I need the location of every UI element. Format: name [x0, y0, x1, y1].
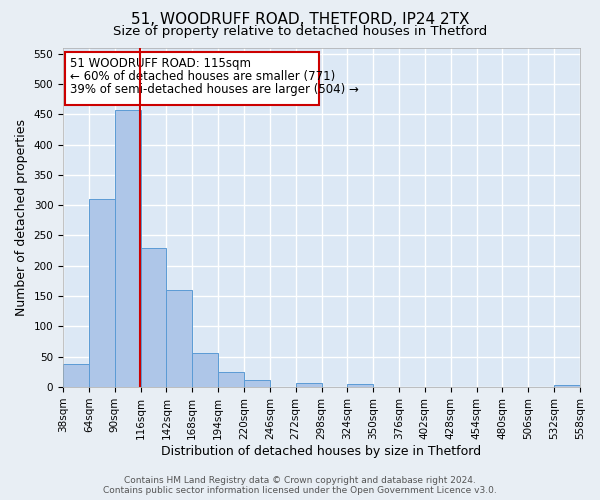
Bar [244, 380, 270, 387]
Text: Contains HM Land Registry data © Crown copyright and database right 2024.
Contai: Contains HM Land Registry data © Crown c… [103, 476, 497, 495]
Bar [192, 352, 218, 387]
Bar [140, 248, 166, 387]
Text: ← 60% of detached houses are smaller (771): ← 60% of detached houses are smaller (77… [70, 70, 335, 83]
Bar [89, 199, 115, 387]
Text: 51 WOODRUFF ROAD: 115sqm: 51 WOODRUFF ROAD: 115sqm [70, 56, 251, 70]
Bar [65, 52, 319, 105]
Y-axis label: Number of detached properties: Number of detached properties [15, 119, 28, 316]
Text: 39% of semi-detached houses are larger (504) →: 39% of semi-detached houses are larger (… [70, 84, 359, 96]
Text: Size of property relative to detached houses in Thetford: Size of property relative to detached ho… [113, 25, 487, 38]
Text: 51, WOODRUFF ROAD, THETFORD, IP24 2TX: 51, WOODRUFF ROAD, THETFORD, IP24 2TX [131, 12, 469, 28]
X-axis label: Distribution of detached houses by size in Thetford: Distribution of detached houses by size … [161, 444, 482, 458]
Bar [554, 384, 580, 387]
Bar [296, 383, 322, 387]
Bar [218, 372, 244, 387]
Bar [115, 110, 140, 387]
Bar [166, 290, 192, 387]
Bar [347, 384, 373, 387]
Bar [63, 364, 89, 387]
